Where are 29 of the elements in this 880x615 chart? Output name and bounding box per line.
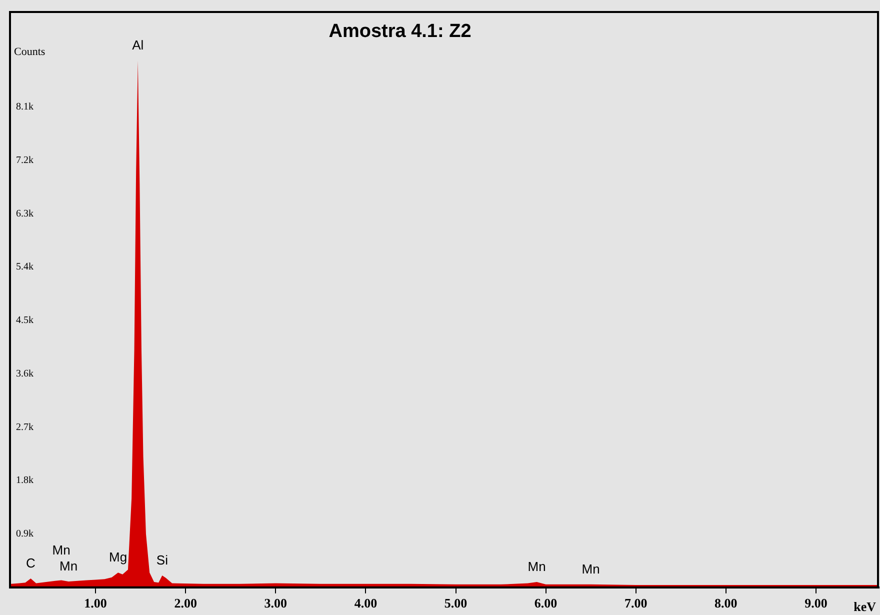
annotation: Mn (52, 542, 70, 558)
x-tick-label: 9.00 (804, 596, 828, 611)
x-tick-label: 8.00 (714, 596, 738, 611)
y-tick-label: 6.3k (16, 208, 34, 220)
y-tick-label: 3.6k (16, 368, 34, 380)
y-tick-label: 0.9k (16, 528, 34, 540)
x-tick-label: 4.00 (354, 596, 378, 611)
x-tick-label: 1.00 (84, 596, 107, 611)
annotation: Mn (582, 562, 600, 577)
y-tick-label: 2.7k (16, 422, 34, 433)
annotation: Al (132, 38, 144, 53)
y-tick-label: 5.4k (16, 262, 34, 273)
x-tick-label: 6.00 (534, 596, 558, 611)
annotation: Mg (109, 550, 128, 565)
x-tick-label: 2.00 (174, 596, 197, 611)
x-tick-label: 3.00 (264, 596, 288, 611)
x-tick-label: 7.00 (624, 596, 648, 611)
x-tick-label: 5.00 (444, 596, 468, 611)
y-tick-label: 8.1k (16, 102, 34, 113)
annotation: C (26, 556, 36, 571)
annotation: Mn (528, 559, 546, 574)
annotation: Mn (60, 558, 78, 574)
y-tick-label: 7.2k (16, 154, 34, 166)
y-tick-label: 1.8k (16, 475, 34, 486)
annotation: Si (156, 552, 168, 568)
y-axis-title: Counts (14, 46, 46, 58)
y-tick-label: 4.5k (16, 315, 34, 326)
text: Amostra 4.1: Z2 (328, 21, 472, 42)
x-axis-title: keV (854, 598, 877, 614)
